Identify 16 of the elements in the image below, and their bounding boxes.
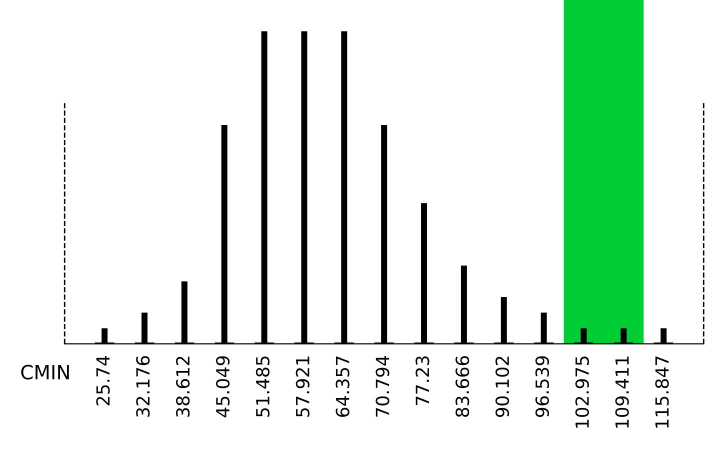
x-tick-label: 83.666 bbox=[456, 356, 470, 417]
x-tick-label: 77.23 bbox=[416, 356, 430, 406]
x-tick-label: 64.357 bbox=[336, 356, 350, 417]
x-tick-label: 51.485 bbox=[256, 356, 270, 417]
x-tick-label: 109.411 bbox=[615, 356, 629, 428]
x-tick-label: 57.921 bbox=[296, 356, 310, 417]
x-tick-label: 32.176 bbox=[136, 356, 150, 417]
x-tick-label: 45.049 bbox=[216, 356, 230, 418]
x-tick-label: 102.975 bbox=[575, 356, 589, 428]
x-tick-label: 96.539 bbox=[535, 356, 550, 417]
x-tick-label: 38.612 bbox=[176, 356, 190, 417]
x-tick-label: 115.847 bbox=[655, 356, 669, 428]
x-tick-label: 25.74 bbox=[96, 356, 110, 406]
x-axis-title: CMIN bbox=[21, 364, 69, 380]
x-tick-label: 70.794 bbox=[376, 356, 390, 417]
x-tick-label: 90.102 bbox=[495, 356, 510, 417]
